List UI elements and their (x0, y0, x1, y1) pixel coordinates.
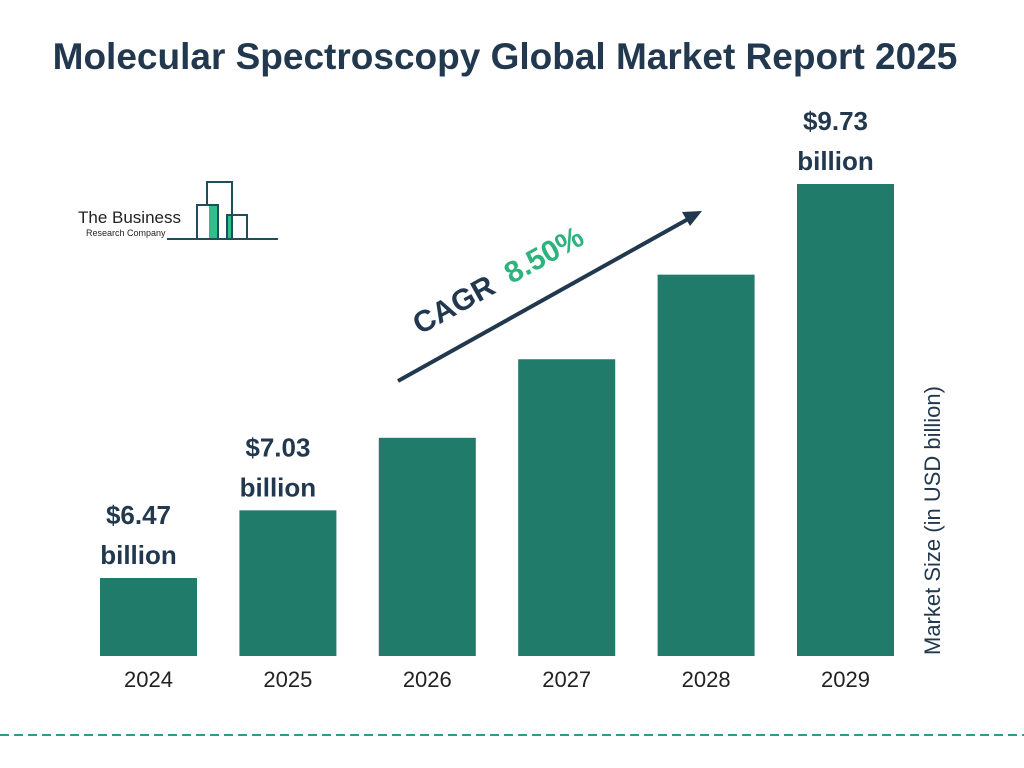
cagr-arrowhead-icon (682, 211, 702, 226)
data-label: $6.47 (106, 500, 171, 530)
data-label: billion (797, 146, 874, 176)
data-label: billion (100, 540, 177, 570)
data-label: $7.03 (245, 432, 310, 462)
bar-2024 (100, 578, 197, 656)
logo-line2: Research Company (86, 228, 166, 238)
bar-2028 (657, 274, 755, 656)
y-axis-label: Market Size (in USD billion) (920, 386, 945, 655)
bar-2027 (518, 359, 616, 656)
data-label: billion (240, 472, 317, 502)
logo-bar-icon (209, 205, 218, 238)
cagr-arrow-line (397, 216, 691, 383)
chart-title: Molecular Spectroscopy Global Market Rep… (52, 36, 958, 77)
x-tick-label: 2029 (821, 667, 870, 692)
x-tick-label: 2026 (403, 667, 452, 692)
bar-2029 (797, 184, 894, 656)
x-tick-label: 2024 (124, 667, 173, 692)
bar-2026 (378, 437, 476, 656)
x-tick-label: 2027 (542, 667, 591, 692)
logo-line1: The Business (78, 208, 181, 227)
bar-2025 (239, 510, 337, 656)
cagr-annotation: CAGR 8.50% (397, 211, 702, 383)
data-label: $9.73 (803, 106, 868, 136)
logo-bar-icon (228, 216, 232, 238)
logo: The Business Research Company (78, 181, 278, 240)
x-tick-label: 2028 (682, 667, 731, 692)
x-tick-label: 2025 (263, 667, 312, 692)
